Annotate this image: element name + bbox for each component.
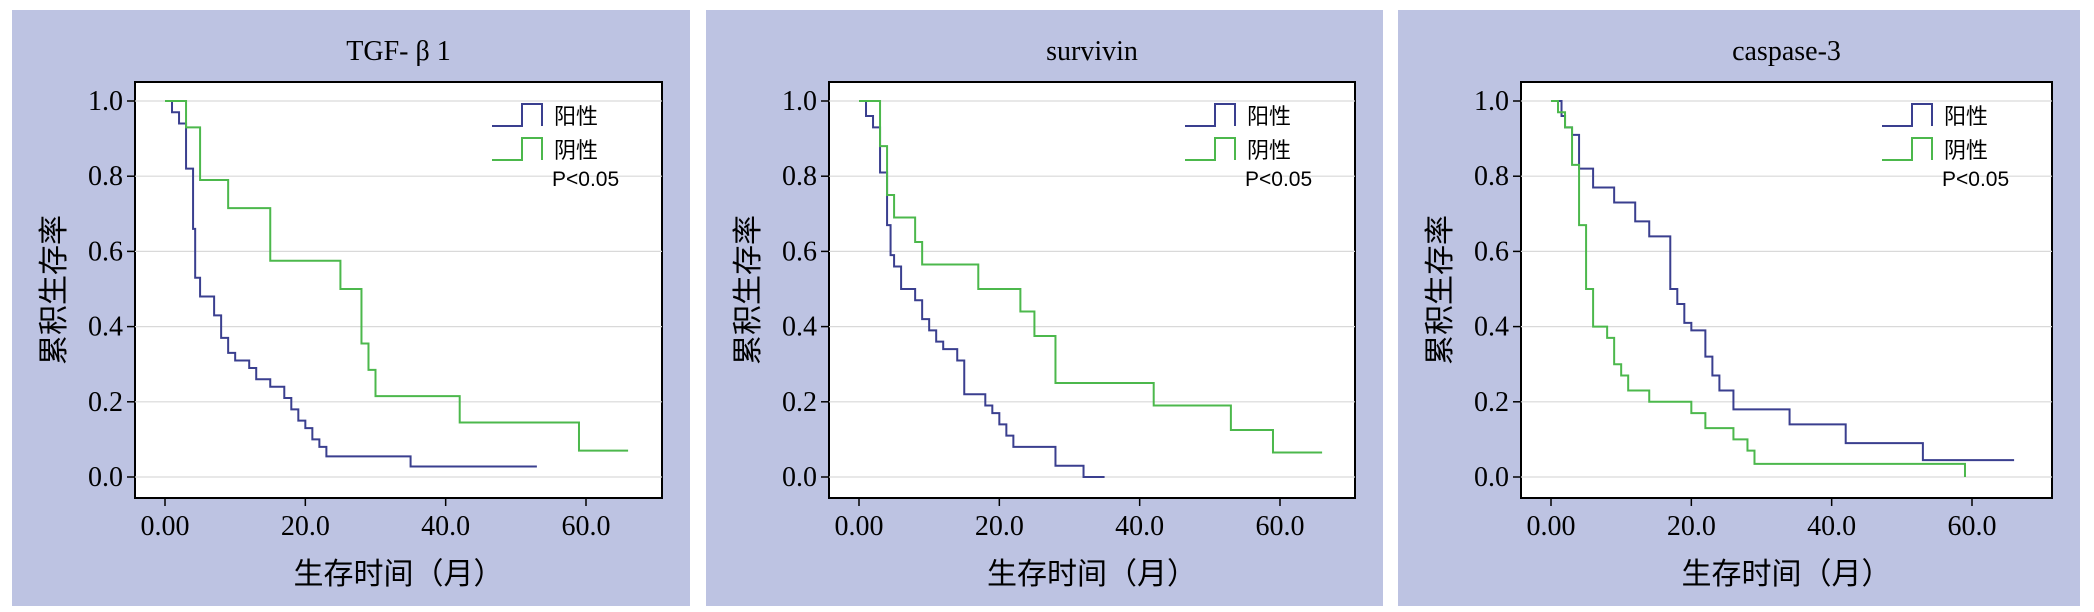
km-chart-survivin: survivin 0.0 0.2 0.4 0.6 0.8 1.0 0.00 20.0 40.0 60… (731, 36, 1356, 592)
x-tick-label: 20.0 (1667, 511, 1716, 542)
p-value-annotation: P<0.05 (1942, 168, 2009, 191)
x-tick-label: 40.0 (1807, 511, 1856, 542)
series-line-negative (859, 100, 1323, 454)
x-tick-label: 0.00 (835, 511, 884, 542)
y-axis-label: 累积生存率 (1423, 215, 1458, 365)
x-tick-label: 60.0 (1256, 511, 1305, 542)
y-tick-label: 0.6 (1474, 236, 1509, 267)
legend-label-negative: 阴性 (554, 139, 598, 164)
y-tick-label: 0.4 (88, 312, 123, 343)
x-tick-label: 20.0 (975, 511, 1024, 542)
y-tick-label: 0.6 (88, 236, 123, 267)
x-tick-label: 40.0 (421, 511, 470, 542)
plot-area (134, 81, 663, 499)
legend-label-positive: 阳性 (554, 105, 598, 130)
series-line-negative (1551, 100, 1966, 477)
x-axis-label: 生存时间（月） (1682, 557, 1892, 592)
chart-title: survivin (1046, 36, 1138, 67)
series-line-positive (1551, 100, 2015, 462)
x-tick-label: 0.00 (1527, 511, 1576, 542)
legend-label-positive: 阳性 (1247, 105, 1291, 130)
y-tick-label: 0.0 (782, 462, 817, 493)
x-tick-label: 60.0 (1948, 511, 1997, 542)
x-tick-label: 0.00 (141, 511, 190, 542)
chart-panel-caspase3: caspase-3 0.0 0.2 0.4 0.6 0.8 1.0 0.00 20.0 40.0 6… (1398, 10, 2080, 606)
legend-swatch-negative (1882, 137, 1933, 161)
y-tick-label: 0.2 (1474, 387, 1509, 418)
y-tick-label: 0.8 (782, 161, 817, 192)
legend-swatch-positive (492, 103, 543, 127)
legend-label-positive: 阳性 (1944, 105, 1988, 130)
legend-swatch-positive (1882, 103, 1933, 127)
y-axis-label: 累积生存率 (37, 215, 72, 365)
y-tick-label: 0.4 (782, 312, 817, 343)
x-tick-label: 60.0 (562, 511, 611, 542)
x-tick-label: 20.0 (281, 511, 330, 542)
chart-title: caspase-3 (1732, 36, 1841, 67)
chart-title: TGF- β 1 (346, 36, 450, 67)
y-tick-label: 0.8 (1474, 161, 1509, 192)
legend-swatch-negative (1185, 137, 1236, 161)
y-tick-label: 1.0 (1474, 86, 1509, 117)
plot-area (1520, 81, 2053, 499)
km-chart-caspase3: caspase-3 0.0 0.2 0.4 0.6 0.8 1.0 0.00 20.0 40.0 6… (1423, 36, 2053, 592)
y-tick-label: 0.6 (782, 236, 817, 267)
chart-panel-survivin: survivin 0.0 0.2 0.4 0.6 0.8 1.0 0.00 20.0 40.0 60… (706, 10, 1383, 606)
km-chart-tgf-beta1: TGF- β 1 0.0 0.2 0.4 0.6 0.8 1.0 0.00 20.0 40.0 60… (37, 36, 663, 592)
y-tick-label: 0.2 (782, 387, 817, 418)
x-axis-label: 生存时间（月） (294, 557, 504, 592)
series-line-negative (165, 100, 629, 452)
y-tick-label: 1.0 (782, 86, 817, 117)
y-tick-label: 0.8 (88, 161, 123, 192)
y-tick-label: 0.4 (1474, 312, 1509, 343)
chart-panel-tgf-beta1: TGF- β 1 0.0 0.2 0.4 0.6 0.8 1.0 0.00 20.0 40.0 60… (12, 10, 690, 606)
x-tick-label: 40.0 (1115, 511, 1164, 542)
legend-swatch-negative (492, 137, 543, 161)
y-tick-label: 0.2 (88, 387, 123, 418)
legend-label-negative: 阴性 (1247, 139, 1291, 164)
plot-area (828, 81, 1356, 499)
y-tick-label: 1.0 (88, 86, 123, 117)
legend-label-negative: 阴性 (1944, 139, 1988, 164)
p-value-annotation: P<0.05 (1245, 168, 1312, 191)
x-axis-label: 生存时间（月） (987, 557, 1197, 592)
y-axis-label: 累积生存率 (731, 215, 766, 365)
y-tick-label: 0.0 (1474, 462, 1509, 493)
series-line-positive (165, 100, 537, 468)
p-value-annotation: P<0.05 (552, 168, 619, 191)
y-tick-label: 0.0 (88, 462, 123, 493)
legend-swatch-positive (1185, 103, 1236, 127)
